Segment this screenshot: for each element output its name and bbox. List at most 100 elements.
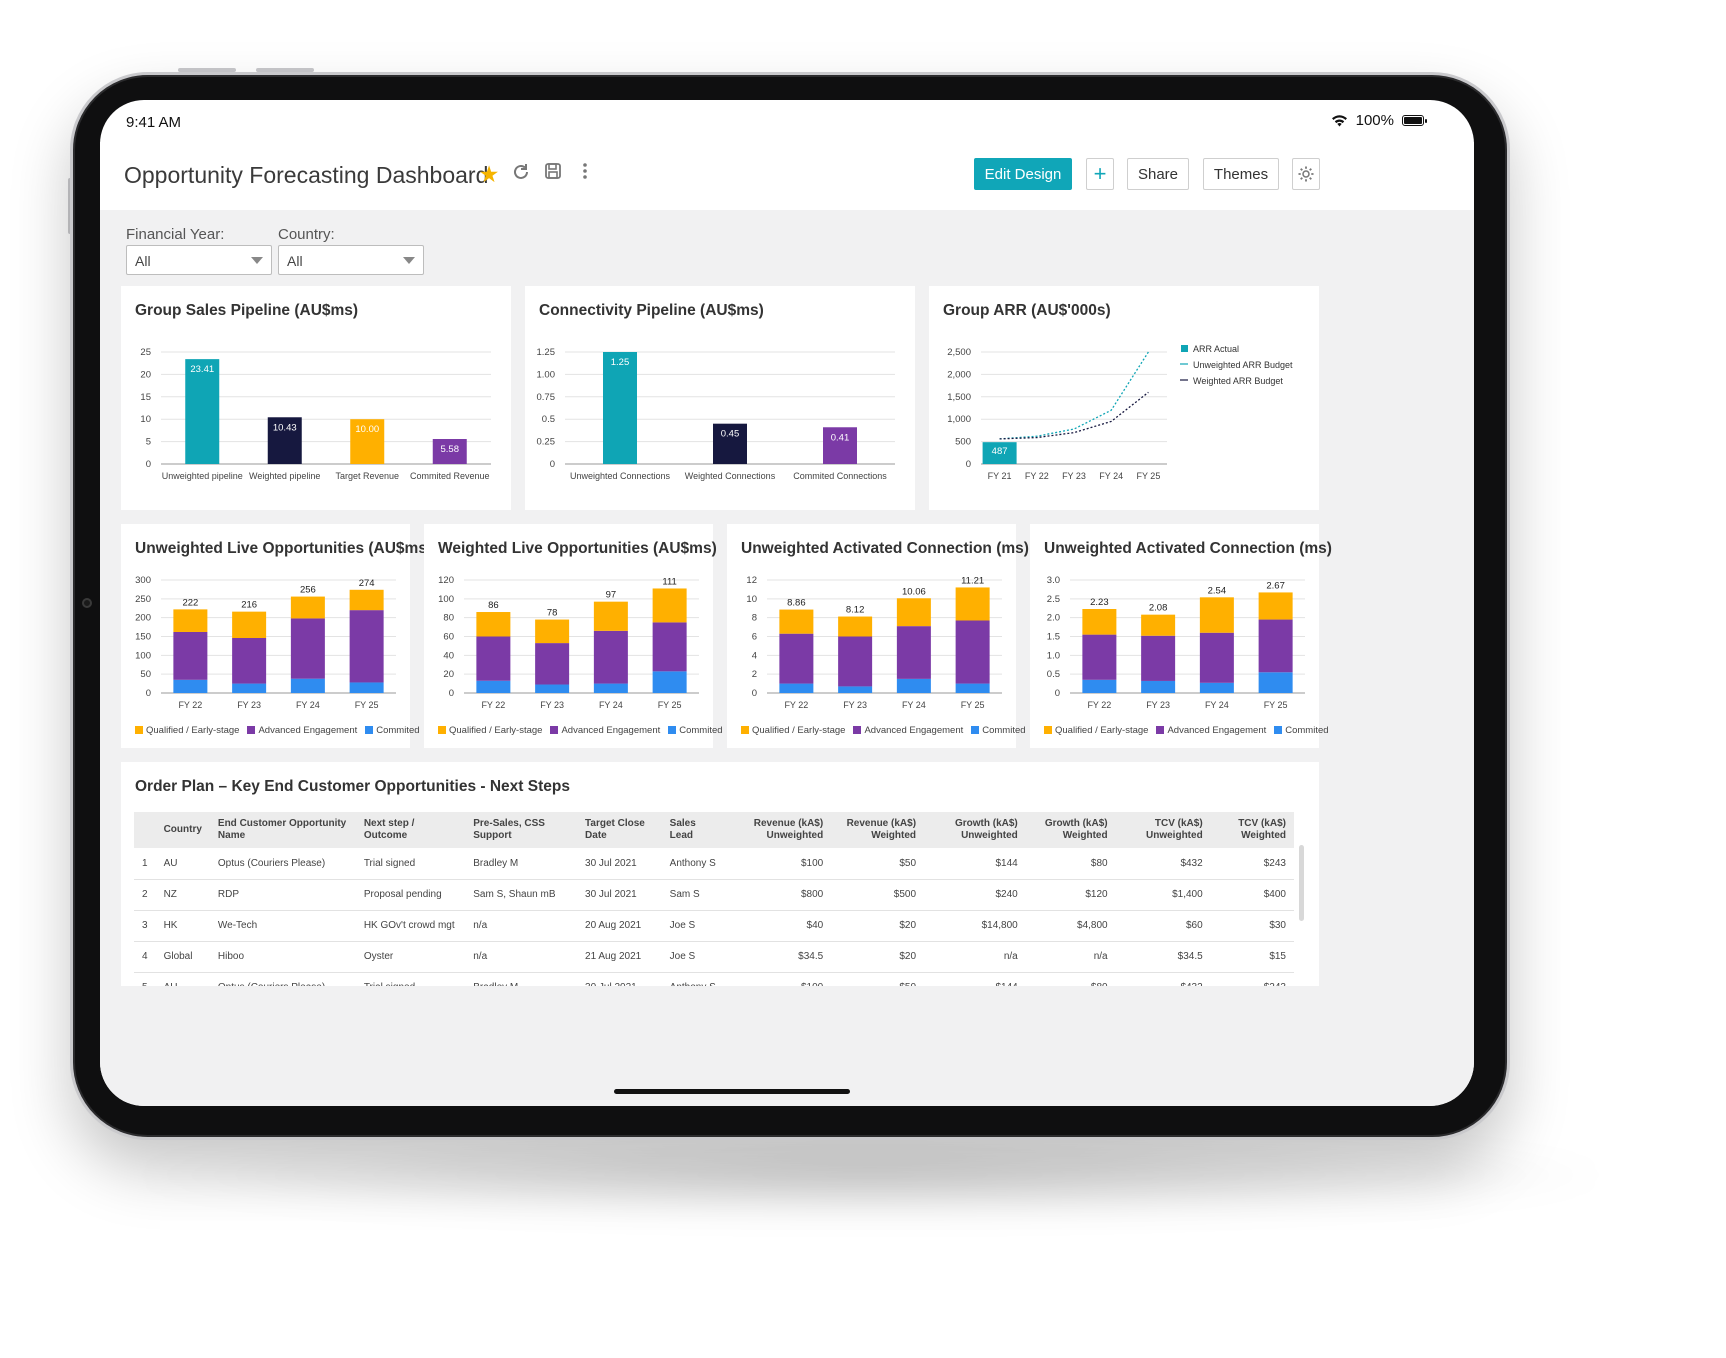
y-tick-label: 120	[438, 575, 454, 586]
country-value: All	[287, 253, 303, 269]
table-cell: Bradley M	[465, 972, 578, 986]
legend-item[interactable]: Qualified / Early-stage	[1044, 725, 1148, 736]
stack-segment	[1199, 632, 1234, 683]
chart-title: Group ARR (AU$'000s)	[943, 302, 1111, 319]
column-header[interactable]: Revenue (kA$) Weighted	[831, 812, 925, 848]
table-cell: Joe S	[661, 941, 727, 973]
share-button[interactable]: Share	[1127, 158, 1189, 190]
y-tick-label: 2,500	[947, 347, 971, 358]
bar	[432, 439, 467, 464]
battery-percent: 100%	[1355, 112, 1394, 129]
chart-legend: Qualified / Early-stage Advanced Engageme…	[438, 725, 723, 736]
stack-segment	[1082, 634, 1117, 680]
column-header[interactable]: TCV (kA$) Unweighted	[1115, 812, 1211, 848]
table-row[interactable]: 5AUOptus (Couriers Please)Trial signedBr…	[134, 972, 1294, 986]
table-row[interactable]: 1 AU Optus (Couriers Please) Trial signed Br…	[134, 848, 1294, 880]
legend-item[interactable]: Advanced Engagement	[550, 725, 660, 736]
add-button[interactable]: +	[1086, 158, 1114, 190]
column-header[interactable]	[134, 812, 156, 848]
total-label: 2.23	[1090, 597, 1109, 608]
legend-swatch	[1044, 726, 1052, 734]
more-options-icon[interactable]	[574, 162, 596, 186]
table-scrollbar[interactable]	[1299, 845, 1304, 921]
x-category-label: FY 21	[988, 471, 1012, 481]
stack-segment	[349, 682, 384, 693]
column-header[interactable]: Country	[155, 812, 210, 848]
table-row[interactable]: 3 HK We-Tech HK GOv't crowd mgt n/a 20 Aug 20…	[134, 910, 1294, 942]
country-select[interactable]: All	[278, 245, 424, 275]
stack-segment	[1082, 609, 1117, 635]
table-cell: $14,800	[924, 910, 1026, 942]
bar-value-label: 0.41	[831, 432, 850, 443]
table-row[interactable]: 2 NZ RDP Proposal pending Sam S, Shaun mB 30 …	[134, 879, 1294, 911]
legend-item[interactable]: Qualified / Early-stage	[438, 725, 542, 736]
bar	[603, 352, 637, 464]
chart-title: Weighted Live Opportunities (AU$ms)	[438, 540, 717, 557]
legend-label: Unweighted ARR Budget	[1193, 360, 1293, 370]
column-header[interactable]: Growth (kA$) Unweighted	[924, 812, 1026, 848]
legend-swatch	[971, 726, 980, 734]
chart-legend: Qualified / Early-stage Advanced Engageme…	[135, 725, 420, 736]
x-category-label: FY 25	[355, 700, 379, 710]
stack-segment	[1141, 614, 1176, 636]
financial-year-select[interactable]: All	[126, 245, 272, 275]
total-label: 8.12	[846, 605, 865, 616]
y-tick-label: 1,000	[947, 414, 971, 425]
chevron-down-icon	[251, 257, 263, 264]
legend-item[interactable]: Advanced Engagement	[247, 725, 357, 736]
stack-segment	[232, 683, 267, 693]
y-tick-label: 20	[140, 369, 151, 380]
legend-item[interactable]: Advanced Engagement	[1156, 725, 1266, 736]
bar-value-label: 10.00	[355, 424, 379, 435]
y-tick-label: 4	[752, 650, 757, 661]
x-category-label: Unweighted pipeline	[162, 471, 243, 481]
stack-segment	[476, 636, 511, 681]
table-cell: n/a	[924, 941, 1026, 973]
legend-item[interactable]: Qualified / Early-stage	[135, 725, 239, 736]
stack-segment	[652, 588, 687, 623]
x-category-label: Weighted Connections	[685, 471, 776, 481]
column-header[interactable]: Target Close Date	[577, 812, 662, 848]
table-row[interactable]: 4 Global Hiboo Oyster n/a 21 Aug 2021 Joe S $34…	[134, 941, 1294, 973]
column-header[interactable]: Pre-Sales, CSS Support	[465, 812, 578, 848]
stack-segment	[173, 679, 208, 693]
legend-item[interactable]: Commited	[1274, 725, 1329, 736]
column-header[interactable]: TCV (kA$) Weighted	[1210, 812, 1294, 848]
table-cell: $15	[1210, 941, 1294, 973]
legend-item[interactable]: Qualified / Early-stage	[741, 725, 845, 736]
legend-item[interactable]: Advanced Engagement	[853, 725, 963, 736]
stack-segment	[535, 684, 570, 693]
favorite-star-icon[interactable]: ★	[478, 161, 500, 187]
table-cell: 1	[134, 848, 156, 880]
financial-year-label: Financial Year:	[126, 226, 225, 243]
column-header[interactable]: Next step / Outcome	[355, 812, 466, 848]
table-cell: $243	[1210, 972, 1294, 986]
total-label: 256	[300, 585, 316, 596]
legend-swatch	[853, 726, 862, 734]
total-label: 274	[359, 578, 375, 589]
refresh-icon[interactable]	[510, 162, 532, 186]
legend-item[interactable]: Commited	[668, 725, 723, 736]
table-cell: $144	[924, 972, 1026, 986]
legend-item[interactable]: Commited	[365, 725, 420, 736]
legend-item[interactable]: Commited	[971, 725, 1026, 736]
column-header[interactable]: Growth (kA$) Weighted	[1025, 812, 1116, 848]
stack-segment	[1082, 679, 1117, 693]
stack-segment	[535, 619, 570, 644]
themes-button[interactable]: Themes	[1203, 158, 1279, 190]
total-label: 222	[182, 597, 198, 608]
y-tick-label: 300	[135, 575, 151, 586]
edit-design-button[interactable]: Edit Design	[974, 158, 1072, 190]
table-cell: Bradley M	[465, 848, 578, 880]
column-header[interactable]: Sales Lead	[661, 812, 727, 848]
column-header[interactable]: Revenue (kA$) Unweighted	[726, 812, 832, 848]
table-cell: $20	[831, 941, 925, 973]
save-icon[interactable]	[542, 162, 564, 186]
column-header[interactable]: End Customer Opportunity Name	[209, 812, 356, 848]
y-tick-label: 1.5	[1047, 632, 1060, 643]
table-header-row: Country End Customer Opportunity Name Next…	[134, 812, 1294, 848]
stack-segment	[1258, 592, 1293, 620]
table-cell: $243	[1210, 848, 1294, 880]
budget-line	[999, 391, 1149, 440]
settings-button[interactable]	[1292, 158, 1320, 190]
